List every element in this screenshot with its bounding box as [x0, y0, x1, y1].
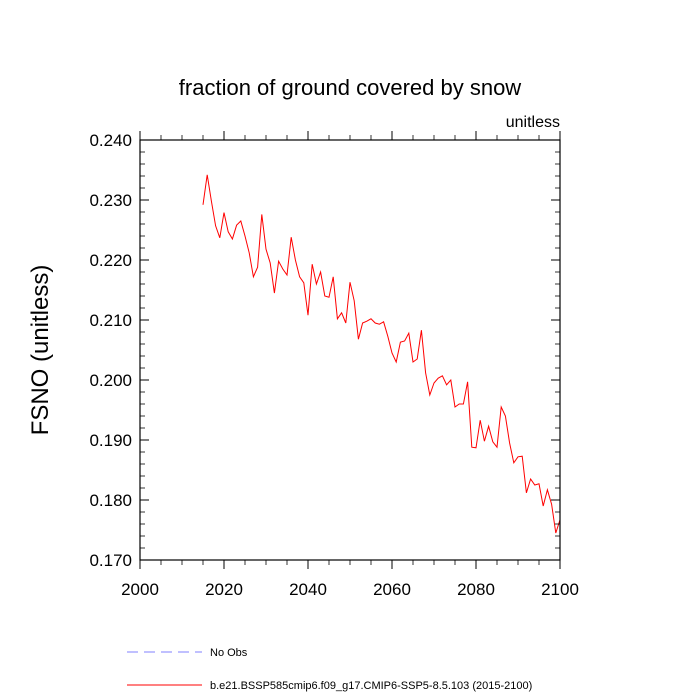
y-tick-label: 0.210 [89, 311, 132, 330]
y-tick-label: 0.170 [89, 551, 132, 570]
y-tick-label: 0.230 [89, 191, 132, 210]
y-tick-label: 0.200 [89, 371, 132, 390]
legend-label: b.e21.BSSP585cmip6.f09_g17.CMIP6-SSP5-8.… [210, 680, 532, 692]
x-tick-label: 2000 [121, 580, 159, 599]
y-tick-label: 0.220 [89, 251, 132, 270]
y-tick-label: 0.180 [89, 491, 132, 510]
series-line [202, 174, 561, 534]
legend: No Obs b.e21.BSSP585cmip6.f09_g17.CMIP6-S… [127, 647, 532, 692]
x-tick-label: 2080 [457, 580, 495, 599]
chart-title: fraction of ground covered by snow [179, 75, 522, 100]
units-label: unitless [506, 114, 560, 131]
x-tick-label: 2060 [373, 580, 411, 599]
y-tick-label: 0.240 [89, 131, 132, 150]
legend-label: No Obs [210, 647, 248, 659]
x-tick-label: 2040 [289, 580, 327, 599]
y-axis-label: FSNO (unitless) [27, 265, 54, 436]
x-tick-label: 2020 [205, 580, 243, 599]
axis-ticks: 0.170 0.180 0.190 0.200 0.210 0.220 0.230 0.240… [89, 131, 579, 599]
plot-area [202, 174, 561, 534]
y-tick-label: 0.190 [89, 431, 132, 450]
x-tick-label: 2100 [541, 580, 579, 599]
